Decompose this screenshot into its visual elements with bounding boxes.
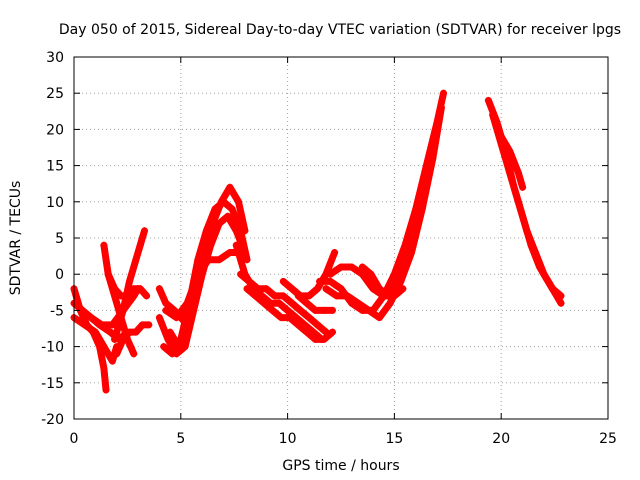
series-line xyxy=(358,183,426,300)
y-tick-label: 10 xyxy=(46,195,64,211)
series-arc-07 xyxy=(113,321,153,358)
series-arc-19 xyxy=(316,89,448,314)
series-arc-06 xyxy=(111,227,148,343)
y-tick-label: 0 xyxy=(55,267,64,283)
series-arc-18 xyxy=(294,292,336,314)
series-markers xyxy=(111,227,148,343)
x-tick-label: 10 xyxy=(279,431,297,447)
y-tick-label: -10 xyxy=(41,340,64,356)
y-tick-label: -5 xyxy=(50,303,64,319)
series-layer xyxy=(70,89,565,394)
series-arc-16 xyxy=(243,285,336,343)
y-tick-label: 25 xyxy=(46,86,64,102)
series-markers xyxy=(497,133,527,191)
series-arc-25 xyxy=(497,133,527,191)
x-tick-label: 5 xyxy=(176,431,185,447)
series-line xyxy=(166,183,249,351)
y-tick-label: 30 xyxy=(46,50,64,66)
series-line xyxy=(497,133,527,191)
series-arc-13 xyxy=(155,285,191,329)
x-tick-label: 0 xyxy=(70,431,79,447)
series-markers xyxy=(237,270,330,336)
series-markers xyxy=(166,183,249,351)
series-markers xyxy=(243,285,336,343)
series-markers xyxy=(113,321,153,358)
series-line xyxy=(100,241,138,358)
series-markers xyxy=(155,285,191,329)
x-tick-label: 20 xyxy=(492,431,510,447)
series-line xyxy=(111,227,148,343)
y-tick-label: 20 xyxy=(46,122,64,138)
x-tick-label: 15 xyxy=(385,431,403,447)
series-markers xyxy=(294,292,336,314)
series-arc-24 xyxy=(489,111,565,300)
y-tick-label: 5 xyxy=(55,231,64,247)
series-markers xyxy=(322,104,445,322)
chart-title: Day 050 of 2015, Sidereal Day-to-day VTE… xyxy=(59,22,621,38)
series-markers xyxy=(316,89,448,314)
series-line xyxy=(70,314,121,365)
series-line xyxy=(160,198,251,358)
x-tick-label: 25 xyxy=(599,431,617,447)
series-arc-11 xyxy=(166,183,249,351)
series-markers xyxy=(358,183,426,300)
y-axis-label: SDTVAR / TECUs xyxy=(8,181,24,296)
x-axis-label: GPS time / hours xyxy=(282,458,399,474)
series-markers xyxy=(489,111,565,300)
series-markers xyxy=(104,270,151,300)
series-arc-22 xyxy=(358,183,426,300)
series-arc-20 xyxy=(322,104,445,322)
y-tick-label: -15 xyxy=(41,376,64,392)
series-arc-15 xyxy=(237,270,330,336)
y-tick-label: 15 xyxy=(46,159,64,175)
series-arc-08 xyxy=(104,270,151,300)
y-tick-label: -20 xyxy=(41,412,64,428)
axis-ticks: 0 5 10 15 20 25 -20 -15 -10 -5 0 5 10 15 20 25 30 xyxy=(41,50,617,447)
